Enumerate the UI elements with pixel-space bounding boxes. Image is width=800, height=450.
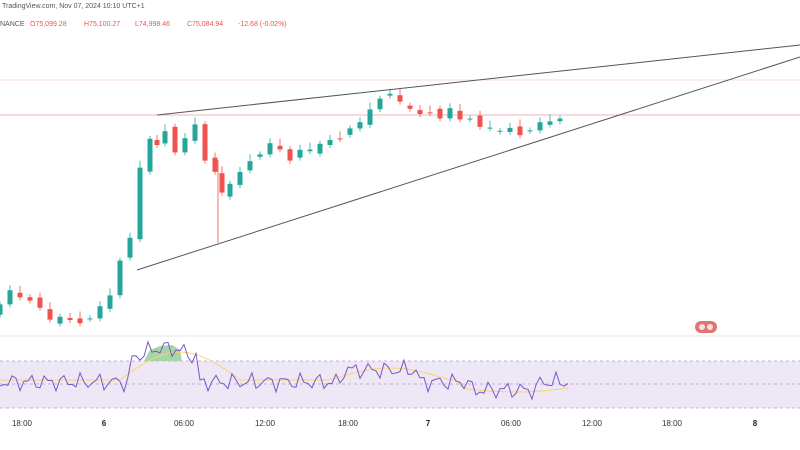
candle-body — [467, 118, 473, 120]
rsi-line — [0, 340, 569, 401]
wedge-lower-line[interactable] — [136, 56, 800, 271]
candle-body — [57, 316, 63, 324]
candle-body — [182, 138, 188, 153]
candle-body — [337, 138, 343, 140]
candle-body — [317, 143, 323, 154]
time-tick-label: 06:00 — [501, 419, 522, 428]
candle-body — [7, 290, 13, 305]
candle-body — [107, 295, 113, 309]
candle-body — [387, 93, 393, 96]
candle-body — [154, 140, 160, 145]
candle-body — [457, 110, 463, 120]
wedge-upper-line[interactable] — [156, 44, 800, 116]
candle-body — [507, 128, 513, 132]
candle-body — [67, 318, 73, 320]
time-tick-label: 8 — [753, 419, 758, 428]
time-tick-label: 18:00 — [12, 419, 33, 428]
candle-body — [547, 121, 553, 125]
time-tick-label: 06:00 — [174, 419, 195, 428]
candle-body — [77, 318, 83, 324]
time-tick-label: 18:00 — [662, 419, 683, 428]
candle-body — [427, 112, 433, 114]
rsi-overbought-fill — [144, 345, 182, 361]
ohlc-close: C75,084.94 — [187, 21, 223, 28]
ohlc-high: H75,100.27 — [84, 21, 120, 28]
candle-body — [517, 126, 523, 136]
candle-body — [257, 154, 263, 157]
candle-body — [347, 128, 353, 135]
candle-body — [397, 95, 403, 102]
candles-group — [0, 88, 563, 327]
candle-body — [17, 292, 23, 298]
candle-body — [277, 145, 283, 150]
candle-body — [297, 149, 303, 158]
candle-body — [219, 173, 225, 193]
candle-body — [377, 98, 383, 110]
candle-body — [407, 105, 413, 109]
time-tick-label: 12:00 — [255, 419, 276, 428]
candle-body — [307, 149, 313, 152]
candle-body — [487, 127, 493, 129]
candle-body — [437, 108, 443, 119]
candle-body — [137, 167, 143, 240]
candle-body — [477, 115, 483, 127]
time-tick-label: 18:00 — [338, 419, 359, 428]
candle-body — [172, 126, 178, 153]
time-tick-label: 6 — [102, 419, 107, 428]
rsi-ma-line — [0, 351, 569, 393]
candle-body — [417, 110, 423, 114]
candle-body — [447, 108, 453, 119]
candle-body — [497, 130, 503, 132]
ohlc-low: L74,998.46 — [135, 21, 170, 28]
candle-body — [192, 124, 198, 141]
time-axis: 18:00 6 06:00 12:00 18:00 7 06:00 12:00 18:00 8 — [12, 419, 758, 428]
ohlc-change: -12.68 (-0.02%) — [238, 21, 287, 28]
candle-body — [287, 149, 293, 161]
candle-body — [247, 161, 253, 171]
candle-body — [147, 138, 153, 172]
candle-body — [87, 318, 93, 320]
candle-body — [267, 143, 273, 155]
candle-body — [27, 297, 33, 301]
candle-body — [0, 304, 3, 315]
candle-body — [162, 131, 168, 144]
candle-body — [237, 172, 243, 185]
candle-body — [537, 122, 543, 131]
time-tick-label: 7 — [426, 419, 431, 428]
candle-body — [327, 140, 333, 145]
candle-body — [117, 260, 123, 296]
candle-body — [47, 309, 53, 320]
time-tick-label: 12:00 — [582, 419, 603, 428]
event-badge[interactable] — [695, 321, 717, 333]
candle-body — [37, 297, 43, 308]
ohlc-open: O75,099.28 — [30, 21, 67, 28]
exchange-label: NANCE — [0, 21, 25, 28]
candle-body — [202, 124, 208, 161]
candle-body — [367, 109, 373, 125]
candle-body — [527, 130, 533, 132]
candle-body — [557, 118, 563, 122]
chart-source: TradingView.com, Nov 07, 2024 10:10 UTC+… — [2, 3, 145, 10]
candle-body — [227, 183, 233, 197]
candle-body — [357, 122, 363, 129]
candle-body — [97, 306, 103, 319]
candle-body — [212, 157, 218, 172]
candle-body — [127, 237, 133, 258]
